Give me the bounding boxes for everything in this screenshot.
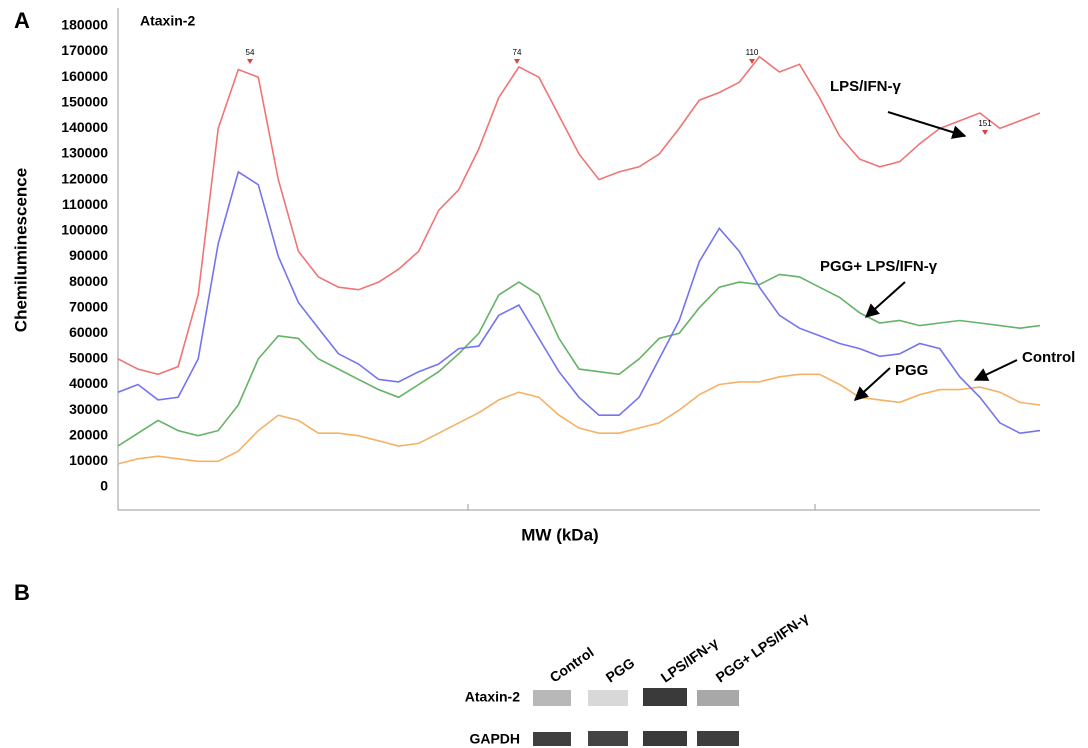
annotation-arrow: [864, 281, 906, 318]
data-line: [117, 170, 1041, 435]
peak-label: 110: [746, 48, 759, 57]
peak-label: 54: [246, 48, 255, 57]
y-axis-label: Chemiluminescence: [11, 168, 30, 332]
lane-label: PGG+ LPS/IFN-γ: [713, 610, 812, 686]
y-tick-label: 50000: [69, 350, 108, 366]
y-tick-label: 20000: [69, 426, 108, 442]
y-tick-label: 0: [100, 478, 108, 494]
chart-title: Ataxin-2: [140, 13, 195, 29]
y-tick-label: 80000: [69, 273, 108, 289]
series-label: PGG+ LPS/IFN-γ: [820, 258, 938, 275]
peak-label: 151: [978, 119, 992, 128]
y-tick-label: 90000: [69, 247, 108, 263]
row-label: GAPDH: [469, 731, 520, 747]
data-line: [117, 273, 1041, 447]
y-tick-label: 130000: [61, 145, 108, 161]
y-tick-label: 140000: [61, 119, 108, 135]
y-tick-label: 60000: [69, 324, 108, 340]
y-tick-label: 170000: [61, 42, 108, 58]
row-label: Ataxin-2: [465, 689, 520, 705]
y-tick-label: 30000: [69, 401, 108, 417]
y-tick-label: 120000: [61, 170, 108, 186]
peak-marker: [749, 59, 755, 64]
peak-label: 74: [513, 48, 522, 57]
series-label: LPS/IFN-γ: [830, 78, 901, 95]
y-tick-label: 110000: [62, 196, 108, 212]
y-tick-label: 40000: [69, 375, 108, 391]
data-line: [117, 373, 1041, 465]
x-axis-label: MW (kDa): [521, 525, 598, 544]
data-line: [117, 55, 1041, 376]
series-label: Control: [1022, 349, 1075, 366]
y-tick-label: 100000: [61, 222, 108, 238]
peak-marker: [514, 59, 520, 64]
y-tick-label: 70000: [69, 298, 108, 314]
lane-label: PGG: [603, 654, 638, 685]
series-label: PGG: [895, 362, 928, 379]
lane-label: Control: [547, 644, 597, 686]
y-tick-label: 160000: [61, 68, 108, 84]
panel-label: B: [14, 580, 30, 605]
peak-marker: [247, 59, 253, 64]
y-tick-label: 180000: [61, 17, 108, 33]
blot-bands: [533, 688, 739, 746]
annotation-arrow: [973, 359, 1018, 381]
peak-marker: [982, 130, 988, 135]
annotation-arrow: [887, 111, 967, 139]
lane-label: LPS/IFN-γ: [658, 634, 722, 685]
y-tick-label: 10000: [69, 452, 108, 468]
annotation-arrow: [853, 367, 891, 401]
y-tick-label: 150000: [61, 93, 108, 109]
panel-label: A: [14, 8, 30, 33]
